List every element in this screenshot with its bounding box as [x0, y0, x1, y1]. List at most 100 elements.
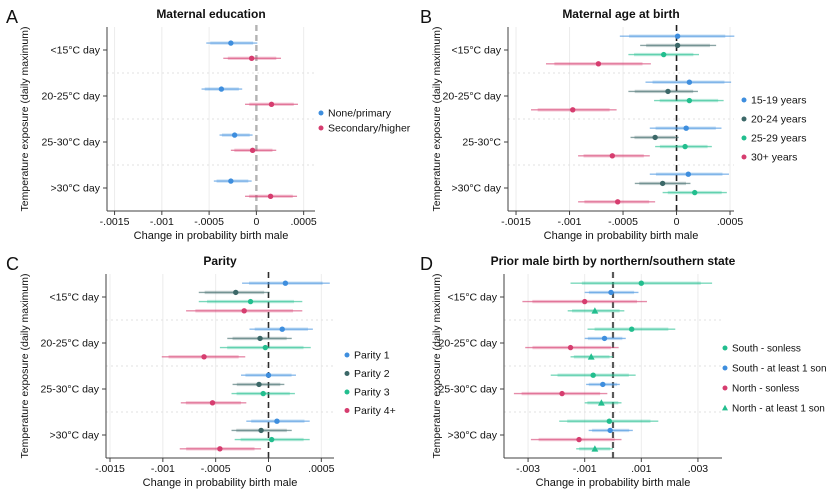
x-tick-label: -.001 [573, 463, 597, 475]
data-point-marker [686, 97, 693, 104]
data-point-marker [209, 400, 216, 406]
y-category-label: 25-30°C day [42, 137, 101, 149]
y-axis-title: Temperature exposure (daily maximum) [19, 274, 31, 459]
y-category-label: <15°C day [452, 45, 502, 57]
data-point-marker [590, 372, 596, 378]
legend-label: North - sonless [732, 384, 799, 395]
y-category-label: 20-25°C day [41, 338, 100, 350]
data-point-marker [233, 289, 239, 296]
x-tick-label: 0 [253, 216, 259, 228]
legend-label: None/primary [328, 108, 392, 120]
legend-marker [722, 365, 728, 371]
panel-letter: A [6, 7, 18, 27]
data-point-marker [686, 79, 693, 85]
x-tick-label: -.0015 [501, 216, 531, 228]
data-point-marker [249, 147, 256, 153]
x-tick-label: 0 [266, 463, 272, 475]
y-category-label: 25-30°C day [41, 384, 100, 396]
legend-marker [741, 135, 747, 141]
panel-chart: -.0015 -.001 -.0005 0 .0005 <15°C day 20-25°C … [6, 254, 396, 489]
panel-parity: -.0015 -.001 -.0005 0 .0005 <15°C day 20-25°C … [0, 247, 414, 494]
legend-marker [741, 97, 747, 103]
x-tick-label: .0005 [717, 216, 743, 228]
data-point-marker [567, 344, 574, 351]
data-point-marker [262, 344, 269, 351]
x-tick-label: -.0015 [95, 463, 125, 475]
data-point-marker [606, 418, 613, 424]
data-point-marker [683, 125, 689, 131]
x-tick-label: .0005 [291, 216, 317, 228]
data-point-marker [268, 436, 275, 443]
data-point-marker [692, 189, 698, 196]
y-category-label: >30°C day [50, 430, 100, 442]
legend-label: 25-29 years [751, 133, 806, 145]
x-tick-label: -.003 [516, 463, 540, 475]
x-axis-title: Change in probability birth male [536, 477, 691, 489]
x-tick-label: -.001 [150, 216, 174, 228]
x-axis-title: Change in probability birth male [544, 230, 699, 242]
data-point-marker [609, 153, 616, 159]
legend-marker [722, 345, 728, 351]
x-tick-label: .003 [688, 463, 709, 475]
panel-chart: -.0015 -.001 -.0005 0 .0005 <15°C day 20-25°C … [6, 7, 411, 242]
legend-marker [318, 125, 324, 131]
panel-chart: -.003 -.001 .001 .003 <15°C day 20-25°C day 25… [420, 254, 827, 489]
data-point-marker [674, 33, 681, 39]
data-point-marker [597, 399, 605, 406]
panel-letter: D [420, 254, 433, 274]
data-point-marker [228, 40, 234, 46]
data-point-marker [595, 61, 602, 67]
x-tick-label: -.001 [558, 216, 582, 228]
data-point-marker [652, 134, 658, 141]
data-point-marker [248, 55, 255, 61]
y-category-label: >30°C day [448, 430, 498, 442]
data-point-marker [260, 390, 266, 397]
panel-title: Prior male birth by northern/southern st… [491, 254, 736, 268]
legend-marker [344, 371, 350, 376]
panel-maternal-age: -.0015 -.001 -.0005 0 .0005 <15°C day 20-25°C … [414, 0, 828, 247]
legend-label: Parity 3 [354, 387, 390, 399]
data-point-marker [282, 280, 289, 286]
legend-marker [741, 154, 747, 160]
data-point-marker [607, 427, 613, 434]
legend-label: South - sonless [732, 344, 801, 355]
legend-label: North - at least 1 son [732, 404, 825, 415]
data-point-marker [600, 381, 606, 388]
data-point-marker [608, 289, 614, 296]
panel-prior-male-birth: -.003 -.001 .001 .003 <15°C day 20-25°C day 25… [414, 247, 828, 494]
x-tick-label: -.0005 [201, 463, 231, 475]
x-tick-label: .0005 [308, 463, 334, 475]
legend-marker [722, 385, 728, 391]
data-point-marker [570, 107, 576, 113]
y-category-label: <15°C day [51, 45, 101, 57]
data-point-marker [587, 353, 595, 360]
legend-label: Parity 4+ [354, 405, 396, 417]
y-category-label: >30°C day [452, 183, 502, 195]
legend-label: 15-19 years [751, 95, 806, 107]
legend-marker [318, 110, 324, 116]
panel-title: Maternal education [156, 7, 265, 21]
data-point-marker [559, 390, 565, 397]
legend-label: South - at least 1 son [732, 364, 827, 375]
data-point-marker [231, 132, 238, 138]
legend-label: 30+ years [751, 152, 797, 164]
legend-marker [344, 352, 350, 358]
y-category-label: 25-30°C [462, 137, 501, 149]
legend-label: 20-24 years [751, 114, 806, 126]
y-category-label: 20-25°C day [42, 91, 101, 103]
y-axis-title: Temperature exposure (daily maximum) [431, 27, 443, 212]
panel-title: Parity [203, 254, 237, 268]
panel-chart: -.0015 -.001 -.0005 0 .0005 <15°C day 20-25°C … [420, 7, 806, 242]
x-axis-title: Change in probability birth male [134, 230, 289, 242]
y-category-label: <15°C day [50, 292, 100, 304]
data-point-marker [659, 180, 666, 187]
x-tick-label: -.0005 [194, 216, 224, 228]
panel-title: Maternal age at birth [562, 7, 679, 21]
legend-label: Secondary/higher [328, 123, 411, 135]
data-point-marker [265, 372, 272, 378]
y-axis-title: Temperature exposure (daily maximum) [431, 274, 443, 459]
x-axis-title: Change in probability birth male [143, 477, 298, 489]
x-tick-label: -.001 [151, 463, 175, 475]
data-point-marker [591, 445, 599, 452]
data-point-marker [591, 307, 599, 314]
